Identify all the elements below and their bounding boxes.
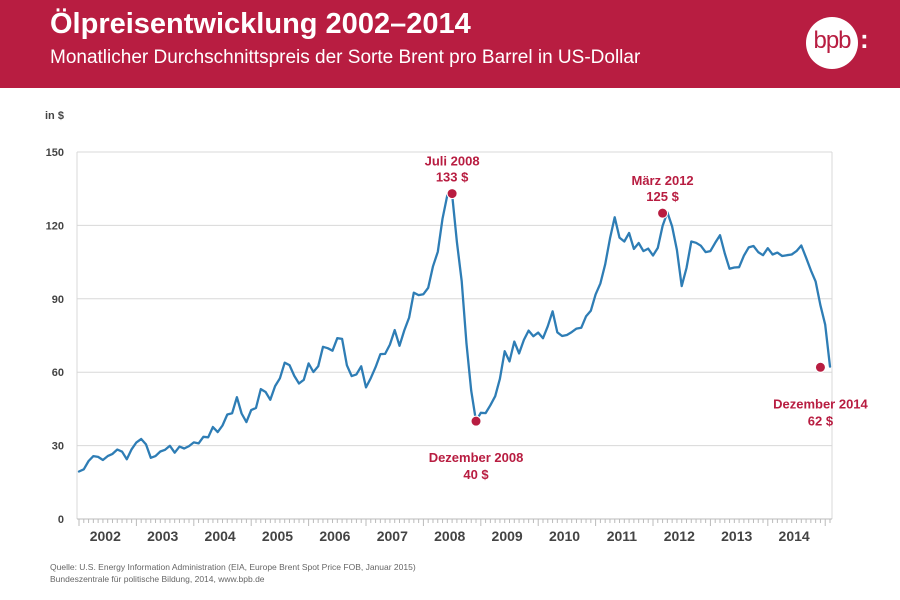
x-tick-label: 2010 bbox=[549, 528, 580, 544]
chart-subtitle: Monatlicher Durchschnittspreis der Sorte… bbox=[50, 47, 641, 68]
bpb-logo-colon: : bbox=[860, 24, 869, 54]
annotation-point bbox=[470, 415, 482, 427]
annotation-value: 133 $ bbox=[436, 170, 469, 185]
source-line-1: Quelle: U.S. Energy Information Administ… bbox=[50, 562, 416, 572]
annotation-label: März 2012 bbox=[632, 173, 694, 188]
y-tick-label: 60 bbox=[52, 367, 64, 379]
x-tick-label: 2004 bbox=[205, 528, 236, 544]
x-tick-label: 2014 bbox=[779, 528, 810, 544]
header-banner: Ölpreisentwicklung 2002–2014 Monatlicher… bbox=[0, 0, 900, 88]
x-tick-label: 2003 bbox=[147, 528, 178, 544]
annotation-value: 62 $ bbox=[808, 413, 834, 428]
annotation-point bbox=[446, 188, 458, 200]
annotation-value: 125 $ bbox=[646, 189, 679, 204]
x-tick-label: 2002 bbox=[90, 528, 121, 544]
annotation-point bbox=[657, 207, 669, 219]
chart-title: Ölpreisentwicklung 2002–2014 bbox=[50, 8, 471, 40]
annotation-value: 40 $ bbox=[463, 467, 489, 482]
source-line-2: Bundeszentrale für politische Bildung, 2… bbox=[50, 574, 265, 584]
annotation-label: Juli 2008 bbox=[425, 154, 480, 169]
y-tick-label: 30 bbox=[52, 441, 64, 453]
x-tick-label: 2011 bbox=[607, 528, 638, 544]
y-tick-label: 0 bbox=[58, 514, 64, 526]
y-tick-label: 150 bbox=[46, 147, 64, 159]
x-tick-label: 2007 bbox=[377, 528, 408, 544]
x-tick-label: 2013 bbox=[721, 528, 752, 544]
series-line-brent bbox=[77, 193, 832, 473]
y-tick-label: 120 bbox=[46, 220, 64, 232]
line-chart: in $ 0 30 60 90 120 150 2002 2003 2004 2005 2006 200… bbox=[45, 110, 869, 544]
annotation-label: Dezember 2014 bbox=[773, 396, 868, 411]
x-tick-label: 2009 bbox=[492, 528, 523, 544]
y-tick-label: 90 bbox=[52, 294, 64, 306]
x-tick-label: 2012 bbox=[664, 528, 695, 544]
annotation-point bbox=[814, 361, 826, 373]
x-tick-label: 2005 bbox=[262, 528, 293, 544]
x-tick-label: 2008 bbox=[434, 528, 465, 544]
source-note: Quelle: U.S. Energy Information Administ… bbox=[50, 561, 416, 585]
bpb-logo-text: bpb bbox=[813, 27, 851, 54]
y-axis-label: in $ bbox=[45, 110, 64, 122]
x-tick-label: 2006 bbox=[319, 528, 350, 544]
bpb-logo: bpb bbox=[806, 17, 858, 69]
annotation-label: Dezember 2008 bbox=[429, 450, 524, 465]
